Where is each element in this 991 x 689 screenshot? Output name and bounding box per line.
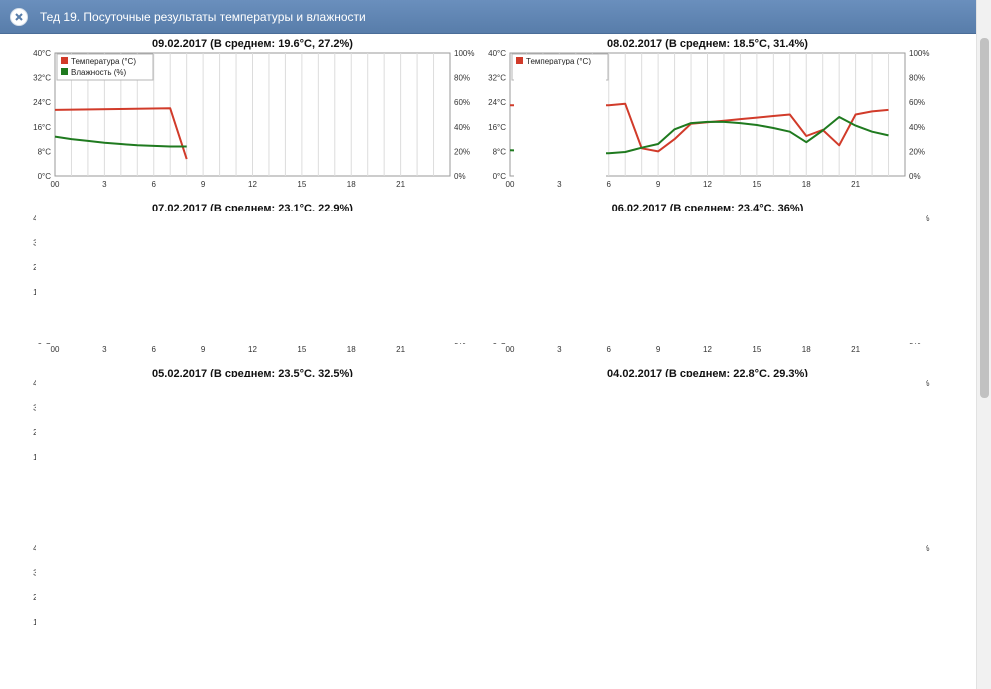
chart-title: 09.02.2017 (В среднем: 19.6°C, 27.2%): [152, 38, 353, 50]
y-right-tick-label: 100%: [909, 49, 929, 58]
obscured-legend-area: [514, 65, 606, 177]
x-tick-label: 12: [703, 345, 712, 354]
x-tick-label: 15: [752, 180, 761, 189]
y-right-tick-label: 60%: [909, 98, 925, 107]
x-tick-label: 9: [656, 180, 661, 189]
x-tick-label: 18: [347, 345, 356, 354]
x-tick-label: 6: [607, 180, 612, 189]
x-tick-label: 00: [506, 345, 515, 354]
y-left-tick-label: 0°C: [493, 172, 507, 181]
close-button[interactable]: [10, 8, 28, 26]
y-left-tick-label: 24°C: [33, 98, 51, 107]
y-right-tick-label: 40%: [909, 123, 925, 132]
y-left-tick-label: 40°C: [488, 49, 506, 58]
temperature-series-line: [54, 107, 188, 160]
scrollbar-thumb[interactable]: [980, 38, 989, 398]
humidity-series-line: [54, 135, 187, 148]
legend-label-temperature: Температура (°C): [71, 57, 136, 66]
x-tick-label: 9: [201, 345, 206, 354]
y-left-tick-label: 16°C: [33, 123, 51, 132]
x-tick-label: 3: [557, 345, 562, 354]
x-tick-label: 12: [248, 180, 257, 189]
legend-label-humidity: Влажность (%): [71, 68, 127, 77]
x-tick-label: 21: [851, 345, 860, 354]
y-right-tick-label: 80%: [454, 74, 470, 83]
window-titlebar: Тед 19. Посуточные результаты температур…: [0, 0, 976, 34]
unrendered-area-1: [36, 211, 926, 343]
unrendered-area-2: [36, 377, 926, 682]
x-tick-label: 3: [557, 180, 562, 189]
legend-label-temperature: Температура (°C): [526, 57, 591, 66]
close-icon: [15, 13, 23, 21]
x-tick-label: 3: [102, 180, 107, 189]
x-tick-label: 6: [607, 345, 612, 354]
charts-area[interactable]: 09.02.2017 (В среднем: 19.6°C, 27.2%) 00 3…: [0, 35, 976, 689]
y-left-tick-label: 0°C: [38, 172, 52, 181]
x-tick-label: 15: [297, 180, 306, 189]
y-right-tick-label: 20%: [909, 147, 925, 156]
vertical-scrollbar[interactable]: [976, 0, 991, 689]
y-left-tick-label: 8°C: [493, 147, 507, 156]
chart-panel-1: 09.02.2017 (В среднем: 19.6°C, 27.2%) 00 3…: [0, 35, 474, 200]
x-tick-label: 6: [152, 180, 157, 189]
x-tick-label: 00: [51, 180, 60, 189]
x-tick-label: 9: [201, 180, 206, 189]
y-right-tick-label: 0%: [909, 172, 921, 181]
x-tick-label: 15: [297, 345, 306, 354]
legend-box: [56, 53, 154, 81]
x-tick-label: 21: [851, 180, 860, 189]
x-tick-label: 21: [396, 345, 405, 354]
y-right-tick-label: 40%: [454, 123, 470, 132]
x-tick-label: 12: [703, 180, 712, 189]
x-tick-label: 21: [396, 180, 405, 189]
y-left-tick-label: 32°C: [488, 74, 506, 83]
chart-legend: Температура (°C) Влажность (%): [56, 53, 154, 81]
legend-swatch-temperature: [61, 57, 68, 64]
x-tick-label: 18: [802, 180, 811, 189]
y-right-tick-label: 60%: [454, 98, 470, 107]
legend-swatch-humidity: [61, 68, 68, 75]
y-left-tick-label: 8°C: [38, 147, 52, 156]
x-tick-label: 18: [802, 345, 811, 354]
y-left-tick-label: 16°C: [488, 123, 506, 132]
chart-title: 08.02.2017 (В среднем: 18.5°C, 31.4%): [607, 38, 808, 50]
y-right-tick-label: 100%: [454, 49, 474, 58]
y-left-tick-label: 40°C: [33, 49, 51, 58]
x-tick-label: 00: [51, 345, 60, 354]
y-right-tick-label: 80%: [909, 74, 925, 83]
x-tick-label: 3: [102, 345, 107, 354]
y-right-tick-label: 0%: [454, 172, 466, 181]
y-right-tick-label: 20%: [454, 147, 470, 156]
x-tick-label: 18: [347, 180, 356, 189]
x-tick-label: 12: [248, 345, 257, 354]
window-title: Тед 19. Посуточные результаты температур…: [40, 10, 366, 24]
y-left-tick-label: 32°C: [33, 74, 51, 83]
x-tick-label: 9: [656, 345, 661, 354]
x-tick-label: 6: [152, 345, 157, 354]
x-tick-label: 15: [752, 345, 761, 354]
x-tick-label: 00: [506, 180, 515, 189]
legend-swatch-temperature: [516, 57, 523, 64]
y-left-tick-label: 24°C: [488, 98, 506, 107]
chart-1: 09.02.2017 (В среднем: 19.6°C, 27.2%) 00 3…: [33, 38, 474, 189]
